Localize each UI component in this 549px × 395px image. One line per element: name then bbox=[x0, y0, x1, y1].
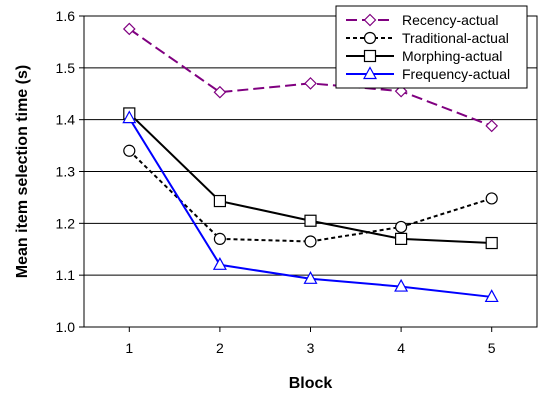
series-line bbox=[128, 150, 493, 243]
legend-item: Morphing-actual bbox=[346, 48, 502, 64]
y-axis-ticks: 1.0 1.1 1.2 1.3 1.4 1.5 1.6 bbox=[56, 8, 84, 335]
y-axis-label: Mean item selection time (s) bbox=[14, 65, 31, 278]
data-point bbox=[122, 22, 136, 36]
x-axis-ticks: 1 2 3 4 5 bbox=[125, 327, 496, 356]
y-tick-label: 1.0 bbox=[56, 319, 76, 335]
series-recency-actual bbox=[122, 22, 499, 133]
data-point bbox=[484, 289, 499, 303]
series-morphing-actual bbox=[123, 107, 498, 250]
x-axis-label: Block bbox=[289, 375, 333, 392]
x-tick-label: 2 bbox=[216, 340, 224, 356]
data-point bbox=[394, 278, 409, 292]
series-traditional-actual bbox=[123, 144, 498, 248]
legend-label: Traditional-actual bbox=[402, 30, 509, 46]
y-tick-label: 1.3 bbox=[56, 164, 76, 180]
data-point bbox=[485, 236, 498, 250]
data-point bbox=[304, 235, 317, 248]
data-point bbox=[213, 194, 226, 208]
legend-marker bbox=[363, 13, 377, 27]
y-tick-label: 1.1 bbox=[56, 267, 76, 283]
data-point bbox=[395, 232, 408, 245]
x-tick-label: 1 bbox=[125, 340, 133, 356]
legend-label: Recency-actual bbox=[402, 12, 499, 28]
legend: Recency-actual Traditional-actual Morphing… bbox=[335, 5, 528, 89]
data-point bbox=[213, 85, 227, 99]
x-tick-label: 4 bbox=[397, 340, 405, 356]
data-point bbox=[303, 271, 318, 284]
series-frequency-actual bbox=[122, 110, 499, 303]
legend-marker bbox=[363, 31, 377, 45]
legend-label: Frequency-actual bbox=[402, 66, 510, 82]
data-point bbox=[304, 77, 317, 90]
legend-marker bbox=[362, 66, 378, 80]
data-point bbox=[122, 110, 137, 124]
data-point bbox=[213, 232, 226, 245]
y-tick-label: 1.2 bbox=[56, 215, 76, 231]
y-tick-label: 1.5 bbox=[56, 60, 76, 76]
data-point bbox=[485, 192, 498, 205]
legend-item: Recency-actual bbox=[346, 12, 499, 28]
legend-item: Traditional-actual bbox=[346, 30, 509, 46]
gridlines bbox=[84, 67, 537, 276]
data-point bbox=[212, 257, 227, 270]
legend-marker bbox=[363, 49, 377, 63]
data-point bbox=[485, 119, 499, 133]
series-line bbox=[128, 117, 492, 298]
legend-item: Frequency-actual bbox=[346, 66, 510, 82]
data-point bbox=[123, 144, 136, 157]
series-layer bbox=[122, 22, 499, 303]
legend-label: Morphing-actual bbox=[402, 48, 502, 64]
x-tick-label: 3 bbox=[307, 340, 315, 356]
data-point bbox=[395, 220, 408, 234]
data-point bbox=[304, 214, 317, 227]
y-tick-label: 1.4 bbox=[56, 112, 76, 128]
x-tick-label: 5 bbox=[488, 340, 496, 356]
y-tick-label: 1.6 bbox=[56, 8, 76, 24]
